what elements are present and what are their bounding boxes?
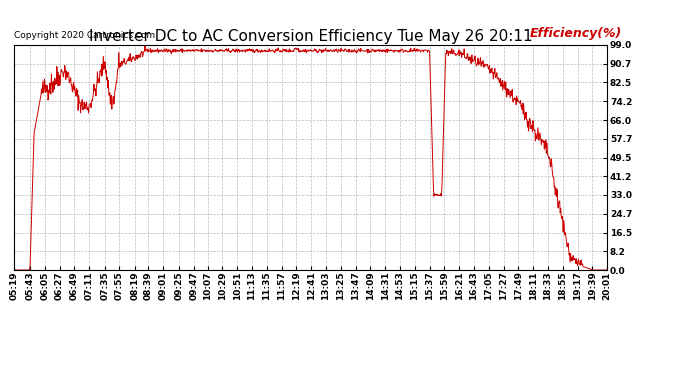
Text: Copyright 2020 Cartronics.com: Copyright 2020 Cartronics.com — [14, 32, 155, 40]
Text: Efficiency(%): Efficiency(%) — [530, 27, 622, 40]
Title: Inverter DC to AC Conversion Efficiency Tue May 26 20:11: Inverter DC to AC Conversion Efficiency … — [89, 29, 532, 44]
